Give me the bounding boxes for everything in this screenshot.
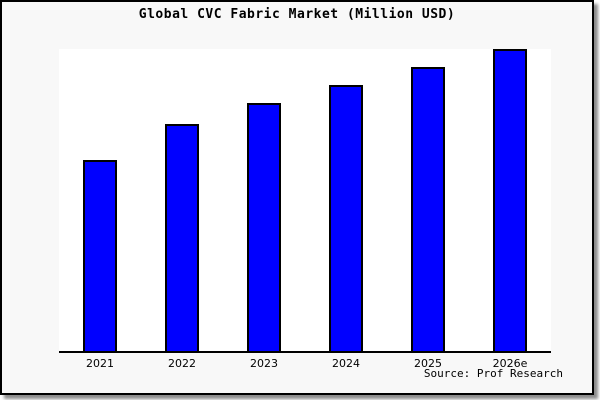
bar-2023 xyxy=(247,103,281,351)
source-credit: Source: Prof Research xyxy=(423,367,563,380)
bar-2026e xyxy=(493,49,527,351)
x-tick-label-2026e: 2026e xyxy=(492,357,528,370)
chart-frame: Global CVC Fabric Market (Million USD) 2… xyxy=(0,0,594,395)
x-tick-label-2021: 2021 xyxy=(86,357,114,370)
x-tick-label-2023: 2023 xyxy=(250,357,278,370)
chart-title: Global CVC Fabric Market (Million USD) xyxy=(138,7,456,22)
bar-2024 xyxy=(329,85,363,351)
bar-2025 xyxy=(411,67,445,351)
x-tick-label-2022: 2022 xyxy=(168,357,196,370)
bar-2022 xyxy=(165,124,199,351)
x-tick-label-2025: 2025 xyxy=(414,357,442,370)
plot-area xyxy=(59,49,551,353)
bar-2021 xyxy=(83,160,117,351)
x-tick-label-2024: 2024 xyxy=(332,357,360,370)
